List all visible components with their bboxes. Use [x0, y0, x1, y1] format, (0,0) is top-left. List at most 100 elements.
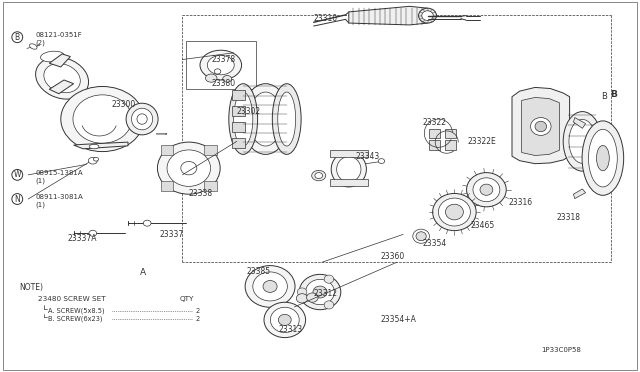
Text: QTY: QTY [179, 296, 193, 302]
Ellipse shape [29, 44, 37, 49]
Ellipse shape [596, 145, 609, 171]
Ellipse shape [132, 108, 153, 130]
Ellipse shape [422, 11, 433, 20]
Text: 23312: 23312 [314, 289, 338, 298]
Ellipse shape [273, 84, 301, 154]
Polygon shape [522, 97, 559, 155]
Text: 23300: 23300 [112, 100, 136, 109]
Ellipse shape [473, 178, 500, 202]
Ellipse shape [229, 84, 257, 154]
Ellipse shape [143, 220, 151, 226]
Ellipse shape [214, 69, 221, 74]
Polygon shape [573, 118, 586, 128]
Ellipse shape [241, 84, 289, 154]
Text: B: B [15, 33, 20, 42]
Ellipse shape [467, 173, 506, 207]
Text: B. SCREW(6x23): B. SCREW(6x23) [48, 315, 102, 322]
Text: 23360: 23360 [381, 252, 405, 261]
Ellipse shape [306, 279, 334, 305]
Text: 2: 2 [195, 316, 200, 322]
Bar [232, 138, 245, 148]
Polygon shape [349, 6, 428, 25]
Ellipse shape [157, 142, 220, 194]
Text: NOTE): NOTE) [19, 283, 44, 292]
Ellipse shape [296, 294, 308, 303]
Text: 23343: 23343 [355, 152, 380, 161]
Ellipse shape [307, 293, 318, 302]
Bar [204, 181, 217, 191]
Text: 1P33C0P58: 1P33C0P58 [541, 347, 580, 353]
Ellipse shape [88, 157, 97, 164]
Text: 23313: 23313 [278, 325, 303, 334]
Text: 08915-1381A: 08915-1381A [35, 170, 83, 176]
Ellipse shape [438, 198, 470, 226]
Text: 23354+A: 23354+A [381, 315, 417, 324]
Ellipse shape [300, 275, 341, 310]
Polygon shape [512, 87, 570, 164]
Polygon shape [49, 54, 70, 67]
Ellipse shape [297, 288, 307, 296]
Bar [429, 129, 440, 138]
Ellipse shape [61, 86, 144, 151]
Ellipse shape [315, 173, 323, 179]
Text: (1): (1) [35, 201, 45, 208]
Ellipse shape [278, 314, 291, 326]
Polygon shape [573, 189, 586, 199]
Bar [161, 181, 173, 191]
Ellipse shape [263, 280, 277, 292]
Ellipse shape [535, 121, 547, 132]
Ellipse shape [167, 150, 211, 186]
Ellipse shape [89, 230, 97, 236]
Text: 08911-3081A: 08911-3081A [35, 194, 83, 200]
Text: B: B [610, 90, 616, 99]
Text: 23385: 23385 [246, 267, 271, 276]
Bar [232, 106, 245, 116]
Text: 23337: 23337 [160, 230, 184, 239]
Bar [445, 140, 456, 150]
Ellipse shape [589, 129, 617, 187]
Bar [161, 145, 173, 155]
Polygon shape [49, 80, 74, 94]
Ellipse shape [249, 92, 282, 146]
Ellipse shape [40, 51, 65, 62]
Ellipse shape [332, 151, 367, 187]
Ellipse shape [582, 121, 623, 195]
Ellipse shape [207, 55, 234, 75]
Ellipse shape [312, 170, 326, 181]
Bar [330, 150, 368, 157]
Text: 23338: 23338 [189, 189, 213, 198]
Ellipse shape [253, 272, 287, 301]
Ellipse shape [433, 193, 476, 231]
Ellipse shape [90, 144, 99, 149]
Ellipse shape [36, 57, 88, 99]
Text: 23302: 23302 [237, 107, 261, 116]
Polygon shape [74, 142, 128, 149]
Ellipse shape [378, 158, 385, 164]
Ellipse shape [73, 95, 132, 143]
Text: 23378: 23378 [211, 55, 236, 64]
Text: 23322: 23322 [422, 118, 447, 127]
Text: 23354: 23354 [422, 239, 447, 248]
Ellipse shape [531, 118, 551, 135]
Text: (2): (2) [35, 39, 45, 46]
Bar [186, 41, 256, 89]
Ellipse shape [137, 114, 147, 124]
Text: 23480 SCREW SET: 23480 SCREW SET [38, 296, 106, 302]
Ellipse shape [337, 157, 361, 182]
Text: N: N [15, 195, 20, 203]
Ellipse shape [324, 275, 334, 283]
Ellipse shape [245, 266, 295, 307]
Bar [232, 90, 245, 100]
Ellipse shape [416, 232, 426, 241]
Text: 23337A: 23337A [67, 234, 97, 243]
Ellipse shape [419, 8, 436, 23]
Ellipse shape [223, 76, 232, 82]
Bar [330, 179, 368, 186]
Ellipse shape [563, 112, 602, 171]
Ellipse shape [93, 157, 99, 161]
Ellipse shape [205, 74, 217, 82]
Bar [445, 129, 456, 138]
Text: 2: 2 [195, 308, 200, 314]
Ellipse shape [278, 92, 296, 146]
Bar [429, 140, 440, 150]
